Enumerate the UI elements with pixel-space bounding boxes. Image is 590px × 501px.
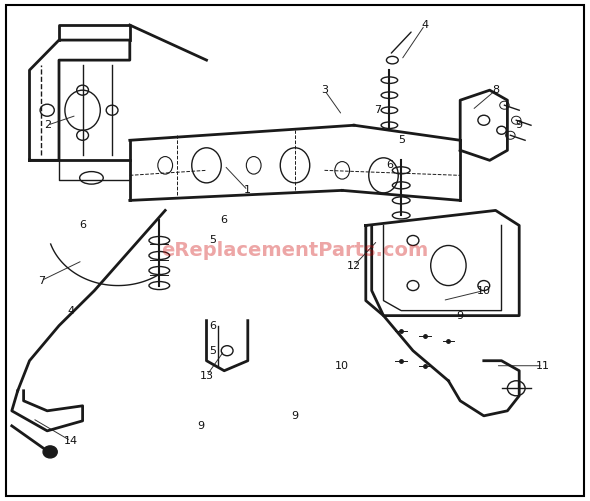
Text: eReplacementParts.com: eReplacementParts.com bbox=[162, 241, 428, 260]
Text: 13: 13 bbox=[199, 371, 214, 381]
Text: 9: 9 bbox=[516, 120, 523, 130]
Text: 4: 4 bbox=[421, 20, 428, 30]
Text: 10: 10 bbox=[335, 361, 349, 371]
Text: 12: 12 bbox=[347, 261, 361, 271]
Text: 1: 1 bbox=[244, 185, 251, 195]
Text: 6: 6 bbox=[209, 321, 216, 331]
Text: 3: 3 bbox=[321, 85, 328, 95]
Text: 8: 8 bbox=[492, 85, 499, 95]
Text: 6: 6 bbox=[221, 215, 228, 225]
Text: 6: 6 bbox=[79, 220, 86, 230]
Text: 5: 5 bbox=[398, 135, 405, 145]
Text: 7: 7 bbox=[374, 105, 381, 115]
Text: 14: 14 bbox=[64, 436, 78, 446]
Text: 7: 7 bbox=[38, 276, 45, 286]
Text: 5: 5 bbox=[209, 235, 216, 245]
Text: 9: 9 bbox=[197, 421, 204, 431]
Text: 11: 11 bbox=[536, 361, 550, 371]
Text: 10: 10 bbox=[477, 286, 491, 296]
Text: 9: 9 bbox=[457, 311, 464, 321]
Text: 6: 6 bbox=[386, 160, 393, 170]
Circle shape bbox=[43, 446, 57, 458]
Text: 5: 5 bbox=[209, 346, 216, 356]
Text: 9: 9 bbox=[291, 411, 299, 421]
Text: 4: 4 bbox=[67, 306, 74, 316]
Text: 2: 2 bbox=[44, 120, 51, 130]
